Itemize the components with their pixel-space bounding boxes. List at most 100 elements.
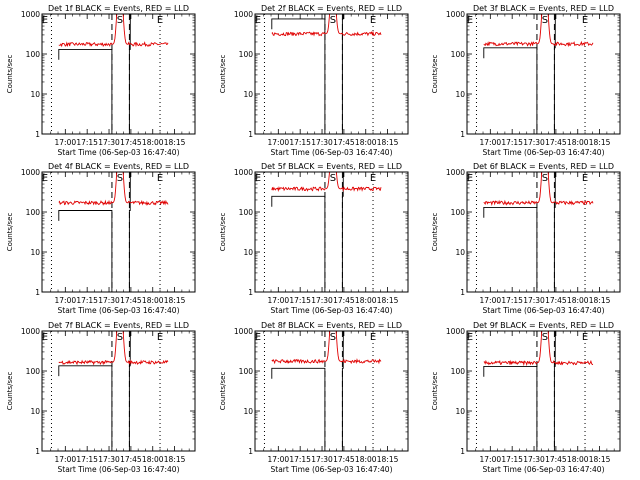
marker-label: E bbox=[157, 173, 163, 184]
y-tick-label: 1 bbox=[248, 447, 253, 456]
lld-series-line bbox=[271, 14, 382, 37]
y-tick-label: 1000 bbox=[21, 327, 40, 336]
chart-panel: Det 2f BLACK = Events, RED = LLD Counts/s… bbox=[219, 4, 409, 157]
x-tick-label: 17:45 bbox=[333, 296, 355, 305]
x-tick-label: 17:00 bbox=[480, 455, 502, 464]
marker-label: E bbox=[42, 15, 48, 26]
y-tick-label: 10 bbox=[243, 90, 253, 99]
x-tick-label: 17:30 bbox=[98, 296, 120, 305]
panel-title: Det 6f BLACK = Events, RED = LLD bbox=[473, 162, 614, 171]
chart-panel: Det 7f BLACK = Events, RED = LLD Counts/s… bbox=[6, 321, 196, 474]
panel-title: Det 7f BLACK = Events, RED = LLD bbox=[48, 321, 189, 330]
x-tick-label: 17:15 bbox=[76, 296, 98, 305]
marker-label: E bbox=[157, 332, 163, 343]
x-tick-label: 17:45 bbox=[120, 296, 142, 305]
marker-label: E bbox=[467, 15, 473, 26]
plot-frame bbox=[466, 13, 621, 135]
y-axis-label: Counts/sec bbox=[431, 372, 439, 411]
y-tick-label: 100 bbox=[239, 208, 254, 217]
x-axis-label: Start Time (06-Sep-03 16:47:40) bbox=[271, 465, 393, 474]
chart-panel: Det 8f BLACK = Events, RED = LLD Counts/s… bbox=[219, 321, 409, 474]
events-series-line bbox=[553, 331, 556, 451]
marker-label: E bbox=[370, 15, 376, 26]
x-tick-label: 17:00 bbox=[268, 455, 290, 464]
x-axis-label: Start Time (06-Sep-03 16:47:40) bbox=[483, 306, 605, 315]
y-tick-label: 1 bbox=[35, 288, 40, 297]
events-series-line bbox=[58, 365, 113, 451]
y-tick-label: 100 bbox=[451, 50, 466, 59]
x-tick-label: 17:45 bbox=[545, 455, 567, 464]
y-axis-label: Counts/sec bbox=[6, 213, 14, 252]
x-tick-label: 17:30 bbox=[311, 138, 333, 147]
x-tick-label: 18:00 bbox=[567, 296, 589, 305]
plot-frame bbox=[466, 171, 621, 293]
x-tick-label: 17:30 bbox=[311, 296, 333, 305]
y-tick-label: 1000 bbox=[234, 327, 253, 336]
chart-panel: Det 5f BLACK = Events, RED = LLD Counts/s… bbox=[219, 162, 409, 315]
x-tick-label: 17:30 bbox=[98, 455, 120, 464]
x-tick-label: 17:00 bbox=[55, 138, 77, 147]
y-tick-label: 10 bbox=[30, 90, 40, 99]
x-tick-label: 18:15 bbox=[589, 138, 611, 147]
x-tick-label: 18:00 bbox=[355, 455, 377, 464]
marker-label: E bbox=[370, 332, 376, 343]
y-tick-label: 100 bbox=[239, 50, 254, 59]
x-tick-label: 17:15 bbox=[501, 296, 523, 305]
x-tick-label: 18:00 bbox=[355, 296, 377, 305]
x-tick-label: 17:45 bbox=[120, 455, 142, 464]
plot-frame bbox=[254, 13, 409, 135]
x-tick-label: 17:00 bbox=[268, 138, 290, 147]
x-tick-label: 18:15 bbox=[164, 138, 186, 147]
y-tick-label: 1 bbox=[35, 130, 40, 139]
y-tick-label: 10 bbox=[455, 90, 465, 99]
plot-frame bbox=[41, 13, 196, 135]
y-axis-label: Counts/sec bbox=[6, 55, 14, 94]
y-tick-label: 1 bbox=[460, 447, 465, 456]
events-series-line bbox=[271, 367, 326, 451]
marker-label: E bbox=[255, 173, 261, 184]
y-tick-label: 1000 bbox=[446, 327, 465, 336]
plot-frame bbox=[41, 171, 196, 293]
x-tick-label: 18:15 bbox=[589, 455, 611, 464]
chart-panel: Det 4f BLACK = Events, RED = LLD Counts/s… bbox=[6, 162, 196, 315]
y-tick-label: 1000 bbox=[234, 168, 253, 177]
x-axis-label: Start Time (06-Sep-03 16:47:40) bbox=[58, 306, 180, 315]
marker-label: E bbox=[157, 15, 163, 26]
panel-title: Det 8f BLACK = Events, RED = LLD bbox=[261, 321, 402, 330]
panel-title: Det 3f BLACK = Events, RED = LLD bbox=[473, 4, 614, 13]
x-tick-label: 18:00 bbox=[142, 296, 164, 305]
y-axis-label: Counts/sec bbox=[6, 372, 14, 411]
y-tick-label: 10 bbox=[30, 248, 40, 257]
y-tick-label: 10 bbox=[455, 248, 465, 257]
chart-panel: Det 3f BLACK = Events, RED = LLD Counts/s… bbox=[431, 4, 621, 157]
events-series-line bbox=[483, 47, 538, 134]
marker-label: S bbox=[330, 332, 336, 343]
y-tick-label: 100 bbox=[239, 367, 254, 376]
chart-panel: Det 6f BLACK = Events, RED = LLD Counts/s… bbox=[431, 162, 621, 315]
marker-label: E bbox=[582, 15, 588, 26]
x-tick-label: 17:15 bbox=[76, 138, 98, 147]
y-tick-label: 10 bbox=[243, 407, 253, 416]
events-series-line bbox=[483, 365, 538, 451]
marker-label: E bbox=[42, 173, 48, 184]
x-tick-label: 17:30 bbox=[98, 138, 120, 147]
x-axis-label: Start Time (06-Sep-03 16:47:40) bbox=[58, 148, 180, 157]
marker-label: S bbox=[117, 15, 123, 26]
events-series-line bbox=[271, 18, 326, 134]
lld-series-line bbox=[483, 331, 594, 367]
y-tick-label: 1 bbox=[460, 288, 465, 297]
y-axis-label: Counts/sec bbox=[219, 55, 227, 94]
x-axis-label: Start Time (06-Sep-03 16:47:40) bbox=[58, 465, 180, 474]
y-tick-label: 1 bbox=[248, 130, 253, 139]
y-tick-label: 1000 bbox=[234, 10, 253, 19]
y-tick-label: 1000 bbox=[446, 10, 465, 19]
x-axis-label: Start Time (06-Sep-03 16:47:40) bbox=[271, 148, 393, 157]
marker-label: S bbox=[330, 173, 336, 184]
y-tick-label: 100 bbox=[26, 50, 41, 59]
lld-series-line bbox=[271, 331, 382, 365]
lld-series-line bbox=[483, 14, 594, 48]
plot-frame bbox=[254, 171, 409, 293]
x-tick-label: 18:15 bbox=[377, 455, 399, 464]
panel-title: Det 5f BLACK = Events, RED = LLD bbox=[261, 162, 402, 171]
x-axis-label: Start Time (06-Sep-03 16:47:40) bbox=[483, 465, 605, 474]
